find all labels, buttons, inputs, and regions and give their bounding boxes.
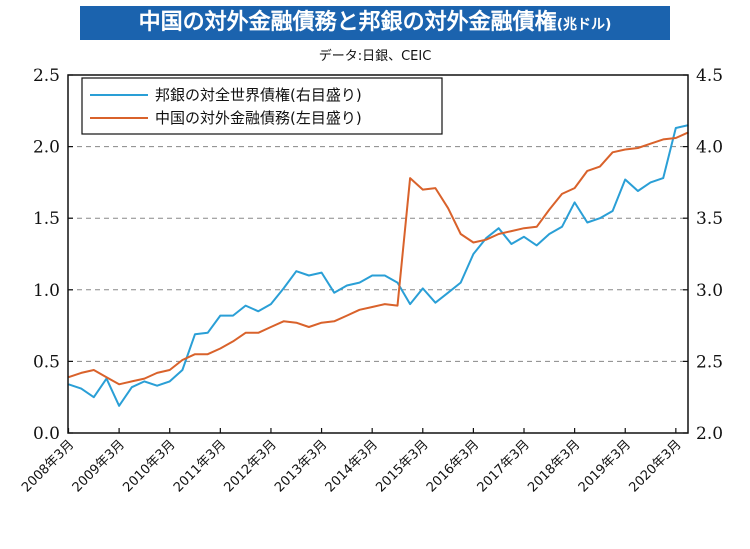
x-tick-label: 2011年3月 [171, 437, 229, 495]
chart-title-unit: (兆ドル) [556, 17, 612, 33]
right-tick-label: 2.5 [696, 352, 723, 372]
right-tick-label: 3.5 [696, 209, 723, 229]
left-tick-label: 1.5 [33, 209, 60, 229]
x-tick-label: 2013年3月 [272, 437, 330, 495]
chart-title: 中国の対外金融債務と邦銀の対外金融債権 [138, 10, 557, 35]
right-tick-label: 4.0 [696, 138, 723, 158]
x-tick-label: 2016年3月 [424, 437, 482, 495]
left-axis-ticks: 0.0 0.5 1.0 1.5 2.0 2.5 [33, 66, 73, 444]
x-tick-label: 2012年3月 [222, 437, 280, 495]
plot-background [68, 75, 688, 433]
left-tick-label: 0.0 [33, 424, 60, 444]
right-tick-label: 3.0 [696, 281, 723, 301]
plot-frame [67, 74, 689, 434]
x-tick-label: 2018年3月 [525, 437, 583, 495]
chart-title-banner: 中国の対外金融債務と邦銀の対外金融債権(兆ドル) [80, 6, 670, 40]
legend: 邦銀の対全世界債権(右目盛り) 中国の対外金融債務(左目盛り) [81, 77, 443, 135]
left-tick-label: 2.5 [33, 66, 60, 86]
x-tick-label: 2020年3月 [626, 437, 684, 495]
x-tick-label: 2010年3月 [120, 437, 178, 495]
china-liabilities-line [68, 131, 689, 386]
x-tick-label: 2014年3月 [323, 437, 381, 495]
legend-label: 邦銀の対全世界債権(右目盛り) [155, 86, 362, 104]
x-tick-label: 2019年3月 [576, 437, 634, 495]
x-tick-label: 2015年3月 [373, 437, 431, 495]
x-tick-label: 2009年3月 [70, 437, 128, 495]
left-tick-label: 2.0 [33, 138, 60, 158]
right-axis-ticks: 2.0 2.5 3.0 3.5 4.0 4.5 [683, 66, 723, 444]
left-tick-label: 1.0 [33, 281, 60, 301]
x-axis-ticks: 2008年3月2009年3月2010年3月2011年3月2012年3月2013年… [19, 428, 685, 495]
right-tick-label: 4.5 [696, 66, 723, 86]
x-tick-label: 2017年3月 [475, 437, 533, 495]
legend-box [81, 77, 443, 135]
legend-label: 中国の対外金融債務(左目盛り) [155, 109, 362, 127]
right-tick-label: 2.0 [696, 424, 723, 444]
gridlines [68, 146, 688, 362]
bank-claims-line [68, 124, 689, 407]
series-lines [68, 124, 689, 407]
data-source-note: データ:日銀、CEIC [318, 49, 432, 64]
x-tick-label: 2008年3月 [19, 437, 77, 495]
left-tick-label: 0.5 [33, 352, 60, 372]
